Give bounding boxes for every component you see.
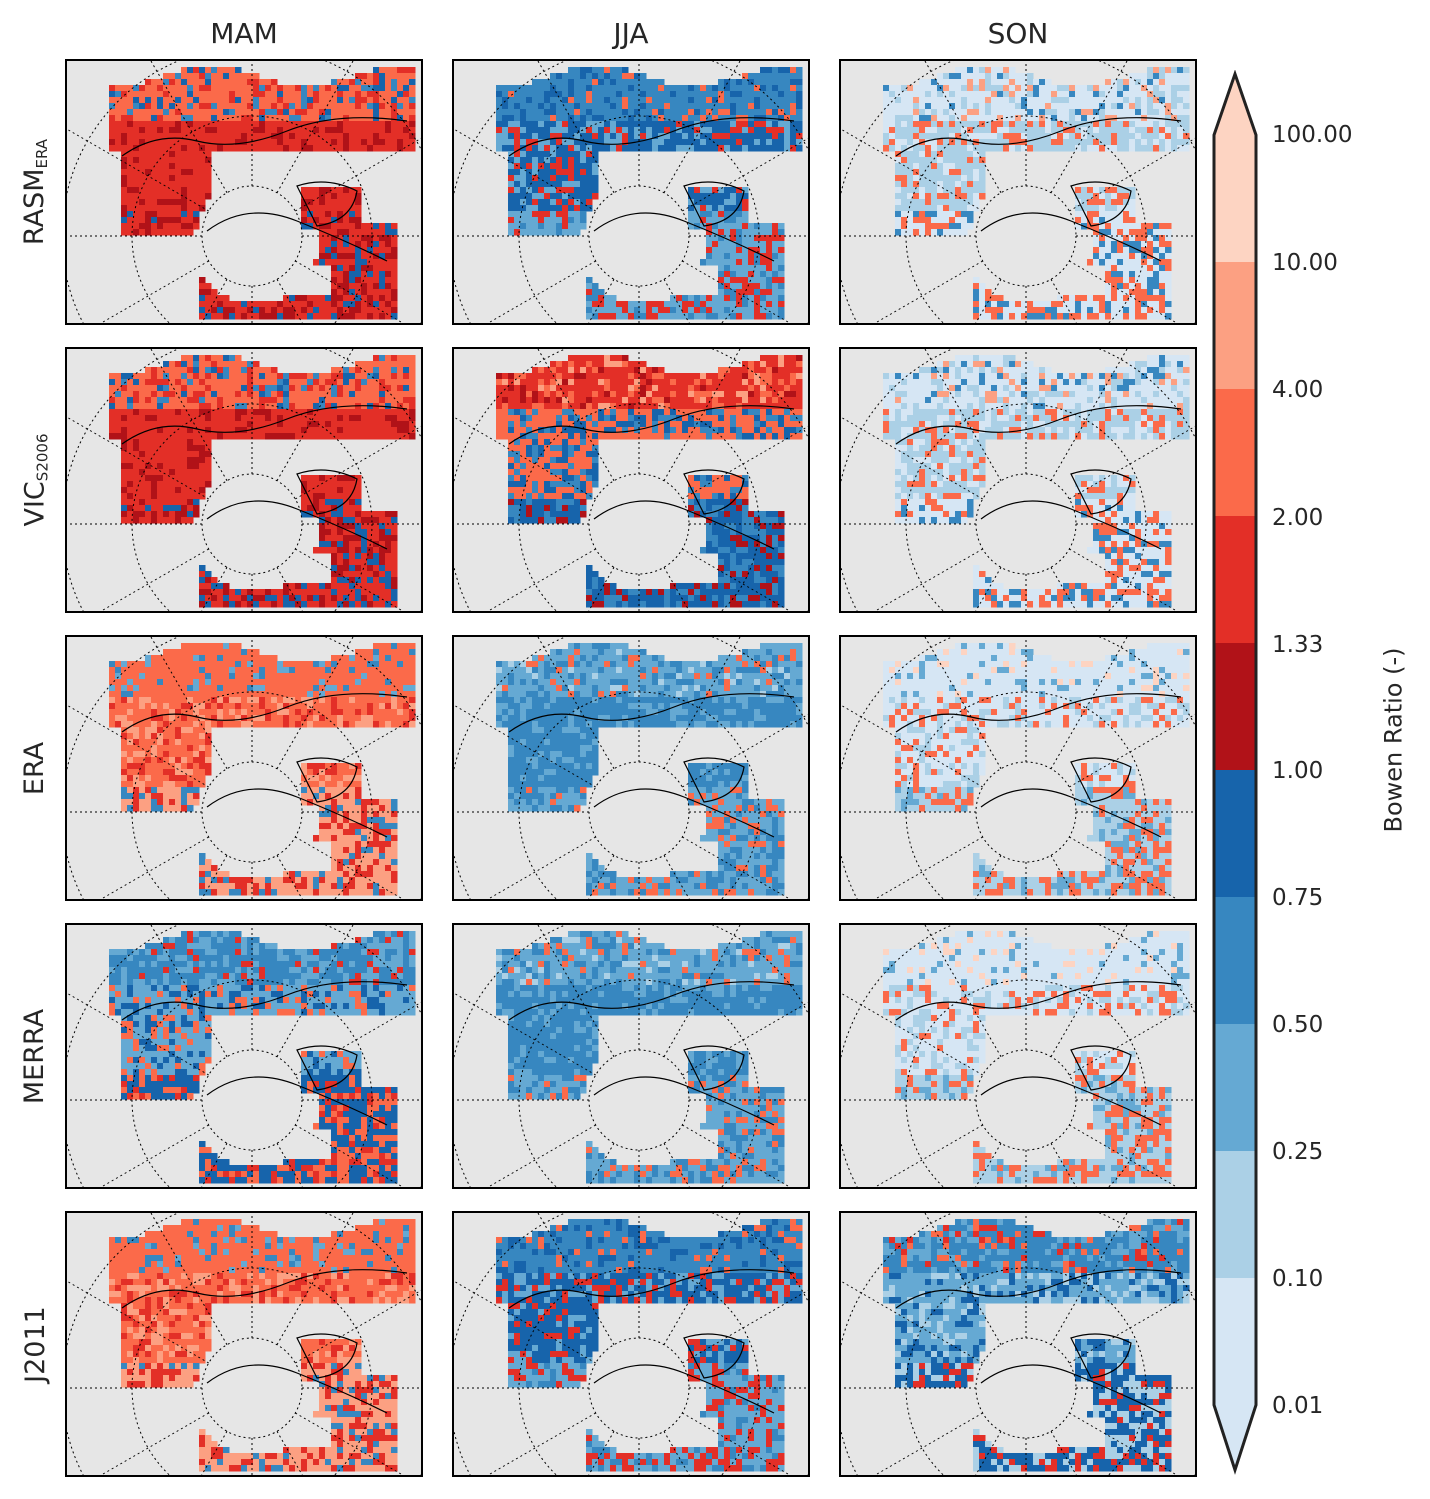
colorbar-tick-label: 4.00 (1272, 377, 1324, 403)
row-label-era: ERA (19, 741, 51, 795)
map-panel-merra-son (839, 923, 1197, 1189)
row-label-j2011: J2011 (19, 1305, 51, 1383)
colorbar-tick-label: 0.10 (1272, 1266, 1324, 1292)
colorbar-segment (1214, 1024, 1256, 1152)
map-panel-era-mam (65, 635, 423, 901)
colorbar-tick-label: 100.00 (1272, 122, 1353, 148)
colorbar-tick-label: 0.75 (1272, 885, 1324, 911)
colorbar-segment (1214, 389, 1256, 517)
map-panel-j2011-mam (65, 1211, 423, 1477)
colorbar-segment (1214, 770, 1256, 898)
colorbar-segment (1214, 1278, 1256, 1406)
map-panel-vic-jja (452, 347, 810, 613)
map-panel-merra-mam (65, 923, 423, 1189)
colorbar-tick-label: 0.01 (1272, 1393, 1324, 1419)
colorbar-extend-max (1214, 74, 1256, 135)
map-panel-vic-mam (65, 347, 423, 613)
colorbar-segment (1214, 897, 1256, 1025)
column-title-mam: MAM (210, 17, 278, 50)
row-label-rasm: RASMERA (19, 138, 52, 246)
map-panel-era-son (839, 635, 1197, 901)
map-panel-era-jja (452, 635, 810, 901)
row-label-vic: VICS2006 (19, 433, 51, 527)
colorbar-tick-label: 10.00 (1272, 250, 1338, 276)
map-panel-vic-son (839, 347, 1197, 613)
colorbar-segment (1214, 643, 1256, 771)
colorbar-segment (1214, 516, 1256, 644)
colorbar-extend-min (1214, 1405, 1256, 1470)
map-panel-rasm-jja (452, 59, 810, 325)
colorbar-label: Bowen Ratio (-) (1379, 647, 1408, 833)
column-title-son: SON (987, 17, 1049, 50)
colorbar-tick-label: 0.50 (1272, 1012, 1324, 1038)
map-panel-rasm-son (839, 59, 1197, 325)
colorbar-segment (1214, 1151, 1256, 1279)
map-panel-rasm-mam (65, 59, 423, 325)
colorbar (1212, 70, 1258, 1475)
map-panel-merra-jja (452, 923, 810, 1189)
map-panel-j2011-jja (452, 1211, 810, 1477)
colorbar-tick-label: 2.00 (1272, 505, 1324, 531)
colorbar-segment (1214, 262, 1256, 390)
map-panel-j2011-son (839, 1211, 1197, 1477)
colorbar-tick-label: 0.25 (1272, 1139, 1324, 1165)
colorbar-segment (1214, 135, 1256, 263)
colorbar-tick-label: 1.33 (1272, 632, 1324, 658)
colorbar-tick-label: 1.00 (1272, 758, 1324, 784)
column-title-jja: JJA (613, 17, 649, 50)
row-label-merra: MERRA (19, 1008, 51, 1104)
